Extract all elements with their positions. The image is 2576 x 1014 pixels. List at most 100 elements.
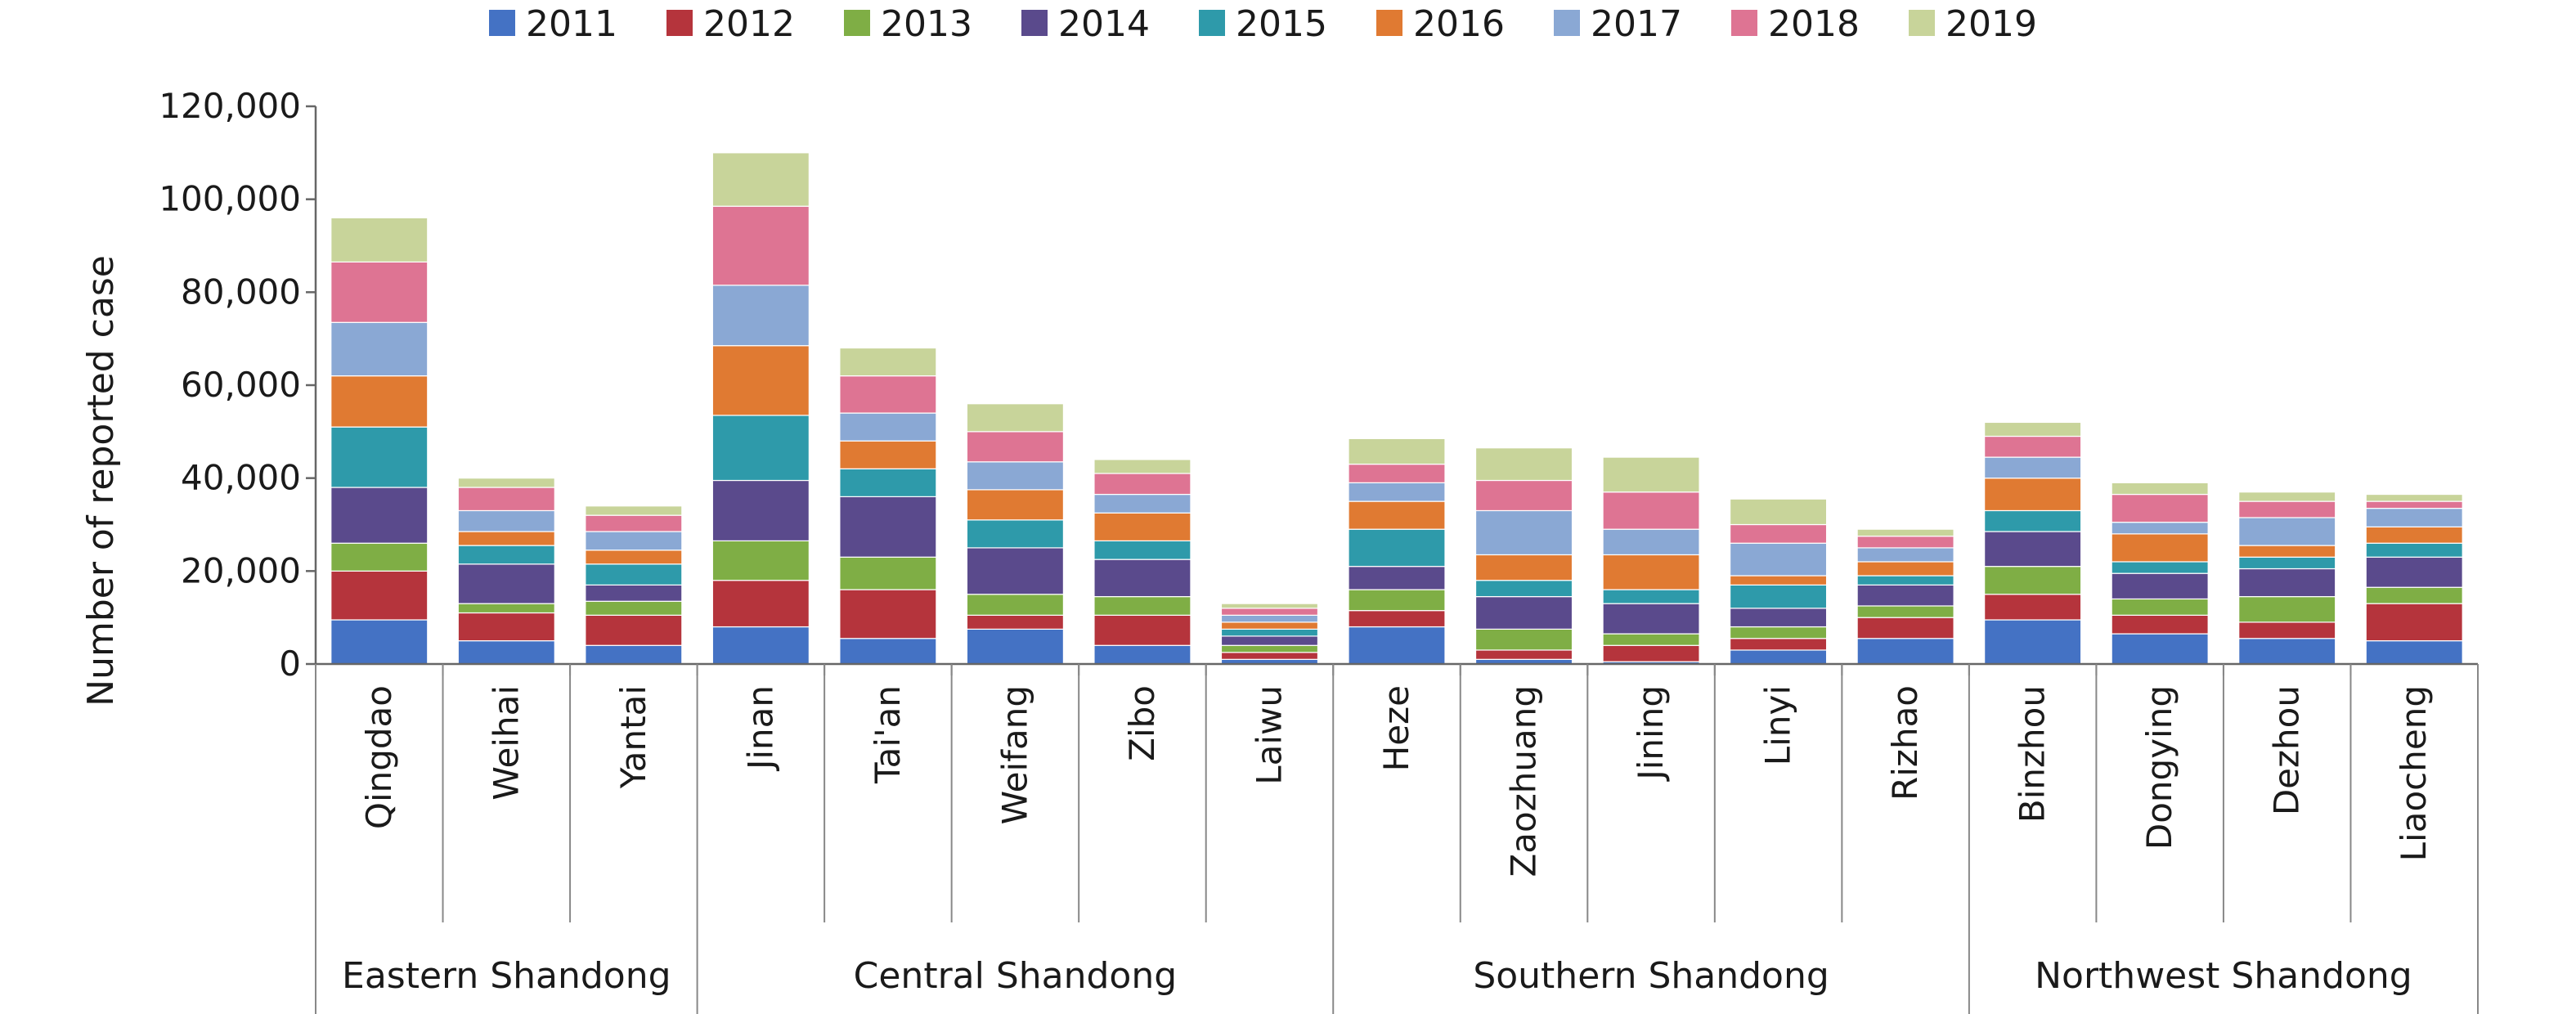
bar-segment-2017 <box>1220 614 1319 623</box>
legend-swatch-2017 <box>1554 10 1580 36</box>
bar-segment-2018 <box>2238 500 2336 518</box>
bar-segment-2019 <box>2365 493 2463 502</box>
bar-segment-2017 <box>585 531 683 551</box>
bar-segment-2017 <box>330 321 429 377</box>
x-category-label: Linyi <box>1758 685 1798 765</box>
bar-segment-2012 <box>711 580 810 628</box>
bar-segment-2015 <box>1093 540 1192 560</box>
bar-segment-2013 <box>2238 595 2336 623</box>
legend-label-2013: 2013 <box>881 3 972 45</box>
bar-segment-2013 <box>1856 605 1954 618</box>
bar-segment-2018 <box>1984 435 2082 458</box>
bar-segment-2012 <box>2365 603 2463 642</box>
bar-segment-2011 <box>1093 644 1192 665</box>
bar-segment-2016 <box>330 375 429 428</box>
bar-segment-2012 <box>1984 594 2082 621</box>
bar-segment-2013 <box>966 594 1065 616</box>
bar-segment-2018 <box>330 261 429 323</box>
bar-segment-2019 <box>585 505 683 516</box>
bar-segment-2013 <box>839 556 937 590</box>
bar-segment-2016 <box>1093 512 1192 541</box>
bar-segment-2018 <box>1220 608 1319 616</box>
bar-segment-2019 <box>457 478 555 488</box>
bar-segment-2016 <box>1856 561 1954 577</box>
bar-segment-2018 <box>2365 500 2463 509</box>
bar-segment-2011 <box>2238 638 2336 665</box>
bar-segment-2014 <box>2111 572 2209 600</box>
bar-segment-2017 <box>1602 528 1700 556</box>
bar-segment-2015 <box>1220 628 1319 637</box>
x-category-label: Laiwu <box>1249 685 1289 785</box>
bar-segment-2019 <box>1474 447 1573 482</box>
bar-segment-2018 <box>457 487 555 512</box>
bar-segment-2016 <box>2111 533 2209 563</box>
bar-segment-2018 <box>1474 479 1573 512</box>
y-tick-label: 120,000 <box>159 86 301 126</box>
bar-segment-2016 <box>1984 478 2082 512</box>
bar-segment-2014 <box>1729 608 1828 628</box>
bar-segment-2013 <box>2111 598 2209 616</box>
bar-segment-2014 <box>1093 559 1192 598</box>
bar-segment-2018 <box>1729 523 1828 544</box>
bar-segment-2011 <box>711 626 810 665</box>
bar-segment-2017 <box>1474 509 1573 556</box>
y-tick-label: 60,000 <box>181 365 301 405</box>
bar-segment-2015 <box>1348 528 1446 568</box>
bar-segment-2013 <box>1602 633 1700 646</box>
bar-segment-2013 <box>1348 589 1446 612</box>
bar-segment-2012 <box>585 614 683 646</box>
bar-segment-2011 <box>1856 638 1954 665</box>
bar-segment-2011 <box>966 628 1065 665</box>
bar-segment-2012 <box>330 570 429 621</box>
legend-label-2011: 2011 <box>526 3 617 45</box>
legend-swatch-2018 <box>1731 10 1757 36</box>
bar-segment-2019 <box>966 403 1065 433</box>
bar-segment-2011 <box>2111 633 2209 665</box>
bar-segment-2017 <box>1729 542 1828 577</box>
legend-swatch-2012 <box>666 10 693 36</box>
bar-segment-2011 <box>330 619 429 665</box>
bar-segment-2012 <box>839 589 937 639</box>
legend-label-2017: 2017 <box>1591 3 1682 45</box>
bar-segment-2019 <box>1602 456 1700 493</box>
legend-swatch-2011 <box>489 10 515 36</box>
y-axis: 0 20,000 40,000 60,000 80,000 100,000 120,000 <box>159 86 317 684</box>
bar-segment-2012 <box>1602 644 1700 662</box>
bar-segment-2015 <box>1984 509 2082 532</box>
legend: 2011 2012 2013 2014 2015 2016 2017 2018 2019 <box>489 3 2037 45</box>
bar-segment-2014 <box>457 563 555 604</box>
bar-segment-2015 <box>2365 542 2463 558</box>
legend-label-2018: 2018 <box>1768 3 1860 45</box>
bar-segment-2015 <box>585 563 683 586</box>
bar-segment-2012 <box>2238 621 2336 639</box>
x-category-label: Yantai <box>613 685 653 789</box>
bar-segment-2012 <box>1729 638 1828 651</box>
bar-segment-2016 <box>839 440 937 469</box>
x-category-label: Jinan <box>740 685 780 772</box>
x-category-label: Heze <box>1376 685 1416 771</box>
bar-segment-2014 <box>585 584 683 602</box>
bar-segment-2013 <box>330 542 429 572</box>
bar-segment-2015 <box>1856 575 1954 586</box>
bar-segment-2014 <box>1474 595 1573 630</box>
bar-segment-2019 <box>1220 603 1319 609</box>
bar-segment-2011 <box>1729 649 1828 665</box>
bar-segment-2014 <box>966 547 1065 595</box>
x-group-label: Central Shandong <box>854 955 1178 997</box>
bar-segment-2015 <box>839 468 937 497</box>
bar-segment-2017 <box>1984 456 2082 479</box>
bar-segment-2019 <box>2238 491 2336 502</box>
x-category-label: Dongying <box>2139 685 2179 850</box>
bar-segment-2014 <box>1856 584 1954 607</box>
y-tick-label: 100,000 <box>159 179 301 219</box>
bar-segment-2016 <box>457 531 555 546</box>
bar-segment-2014 <box>839 496 937 558</box>
bar-segment-2012 <box>1220 652 1319 660</box>
bar-segment-2018 <box>966 431 1065 463</box>
bar-segment-2016 <box>1474 554 1573 581</box>
bar-segment-2011 <box>2365 639 2463 665</box>
bar-segment-2019 <box>2111 482 2209 496</box>
legend-label-2019: 2019 <box>1945 3 2037 45</box>
bar-segment-2015 <box>1474 580 1573 598</box>
bar-segment-2018 <box>1602 491 1700 530</box>
